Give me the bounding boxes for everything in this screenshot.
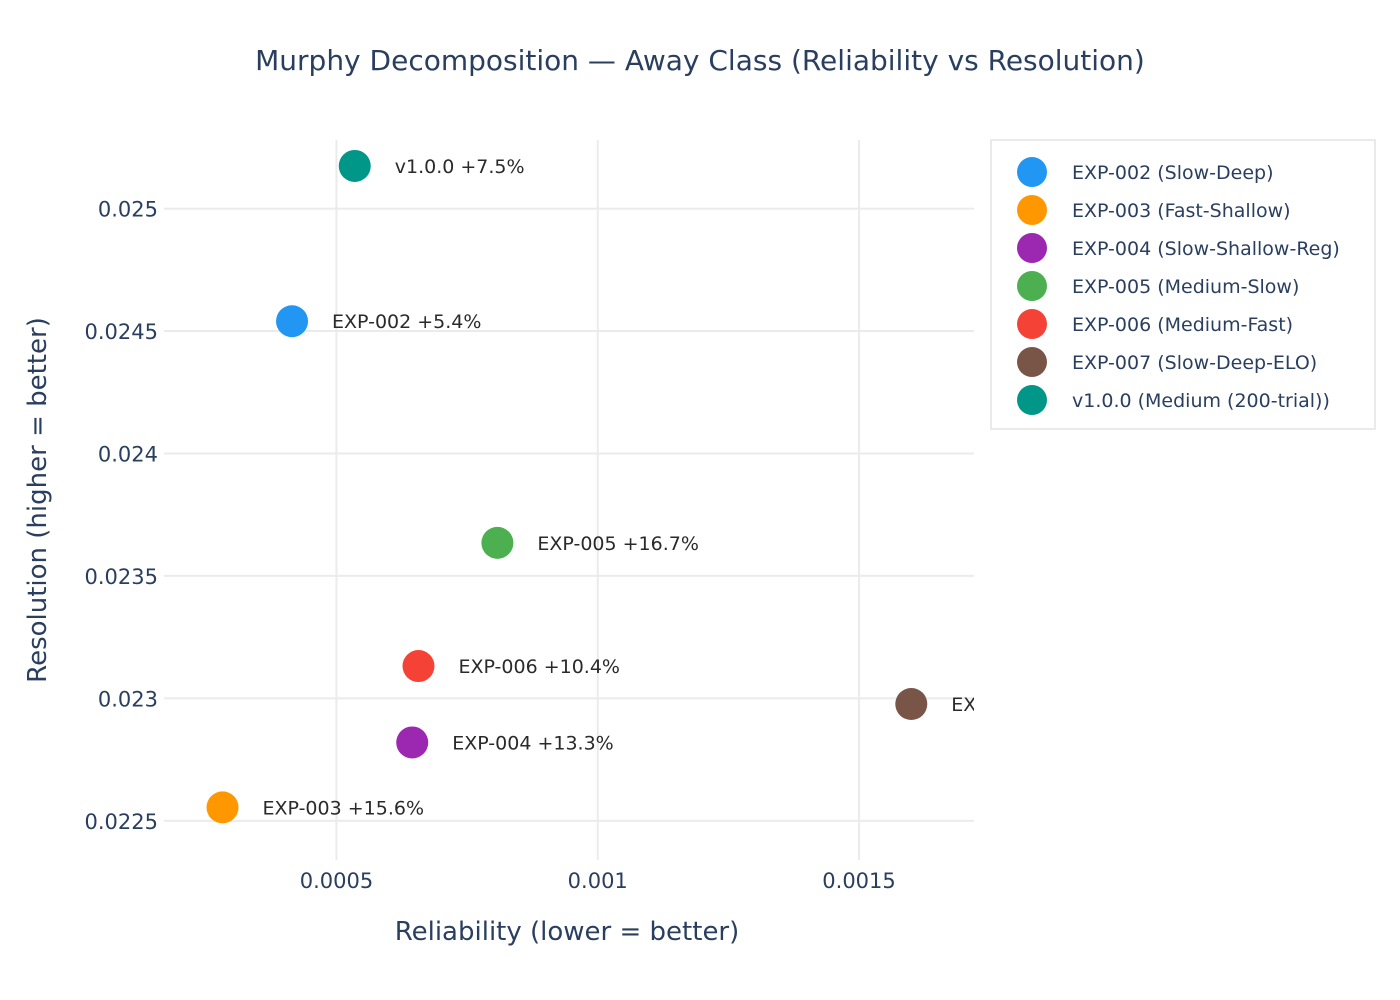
data-point-label: EXP-002 +5.4% — [332, 311, 481, 333]
x-tick-label: 0.0015 — [822, 869, 895, 893]
y-axis-title: Resolution (higher = better) — [23, 317, 53, 683]
legend-marker — [1017, 157, 1047, 187]
y-tick-label: 0.0225 — [85, 810, 158, 834]
data-point-label: v1.0.0 +7.5% — [395, 156, 525, 178]
x-axis-title: Reliability (lower = better) — [395, 917, 740, 947]
legend-label: v1.0.0 (Medium (200-trial)) — [1072, 390, 1330, 412]
x-axis-ticks: 0.0005 0.001 0.0015 — [300, 869, 896, 893]
legend-label: EXP-007 (Slow-Deep-ELO) — [1072, 352, 1317, 374]
y-tick-label: 0.024 — [98, 442, 158, 466]
point-labels: EXP-002 +5.4% EXP-003 +15.6% EXP-004 +13.3… — [263, 156, 1052, 819]
legend-label: EXP-005 (Medium-Slow) — [1072, 276, 1299, 298]
legend-marker — [1017, 347, 1047, 377]
legend-marker — [1017, 309, 1047, 339]
data-point[interactable] — [402, 650, 435, 683]
data-point[interactable] — [481, 526, 514, 559]
data-point-label: EXP-006 +10.4% — [458, 656, 620, 678]
legend-box — [990, 139, 1376, 430]
legend-item[interactable]: v1.0.0 (Medium (200-trial)) — [1017, 385, 1330, 415]
y-tick-label: 0.0235 — [85, 565, 158, 589]
legend-label: EXP-003 (Fast-Shallow) — [1072, 200, 1291, 222]
y-tick-label: 0.023 — [98, 687, 158, 711]
data-point-label: EXP-007 + — [951, 694, 1052, 716]
legend-marker — [1017, 271, 1047, 301]
data-point-label: EXP-004 +13.3% — [452, 732, 614, 754]
y-tick-label: 0.0245 — [85, 320, 158, 344]
data-point[interactable] — [396, 726, 429, 759]
data-point[interactable] — [206, 791, 239, 824]
data-point-label: EXP-005 +16.7% — [537, 533, 699, 555]
data-point[interactable] — [276, 305, 309, 338]
data-point[interactable] — [338, 149, 371, 182]
legend-marker — [1017, 385, 1047, 415]
legend-item[interactable]: EXP-003 (Fast-Shallow) — [1017, 195, 1291, 225]
data-point-label: EXP-003 +15.6% — [263, 797, 425, 819]
x-tick-label: 0.0005 — [300, 869, 373, 893]
legend-marker — [1017, 195, 1047, 225]
y-axis-ticks: 0.0225 0.023 0.0235 0.024 0.0245 0.025 — [85, 198, 158, 834]
legend[interactable]: EXP-002 (Slow-Deep) EXP-003 (Fast-Shallow… — [990, 139, 1376, 430]
y-tick-label: 0.025 — [98, 198, 158, 222]
legend-label: EXP-002 (Slow-Deep) — [1072, 162, 1273, 184]
legend-item[interactable]: EXP-002 (Slow-Deep) — [1017, 157, 1273, 187]
x-tick-label: 0.001 — [568, 869, 628, 893]
legend-item[interactable]: EXP-005 (Medium-Slow) — [1017, 271, 1299, 301]
legend-item[interactable]: EXP-007 (Slow-Deep-ELO) — [1017, 347, 1317, 377]
grid-lines — [164, 140, 974, 860]
legend-item[interactable]: EXP-004 (Slow-Shallow-Reg) — [1017, 233, 1340, 263]
legend-item[interactable]: EXP-006 (Medium-Fast) — [1017, 309, 1293, 339]
legend-label: EXP-006 (Medium-Fast) — [1072, 314, 1293, 336]
legend-label: EXP-004 (Slow-Shallow-Reg) — [1072, 238, 1340, 260]
data-point[interactable] — [895, 688, 928, 720]
legend-marker — [1017, 233, 1047, 263]
scatter-points — [206, 149, 928, 824]
chart-title: Murphy Decomposition — Away Class (Relia… — [255, 44, 1145, 77]
